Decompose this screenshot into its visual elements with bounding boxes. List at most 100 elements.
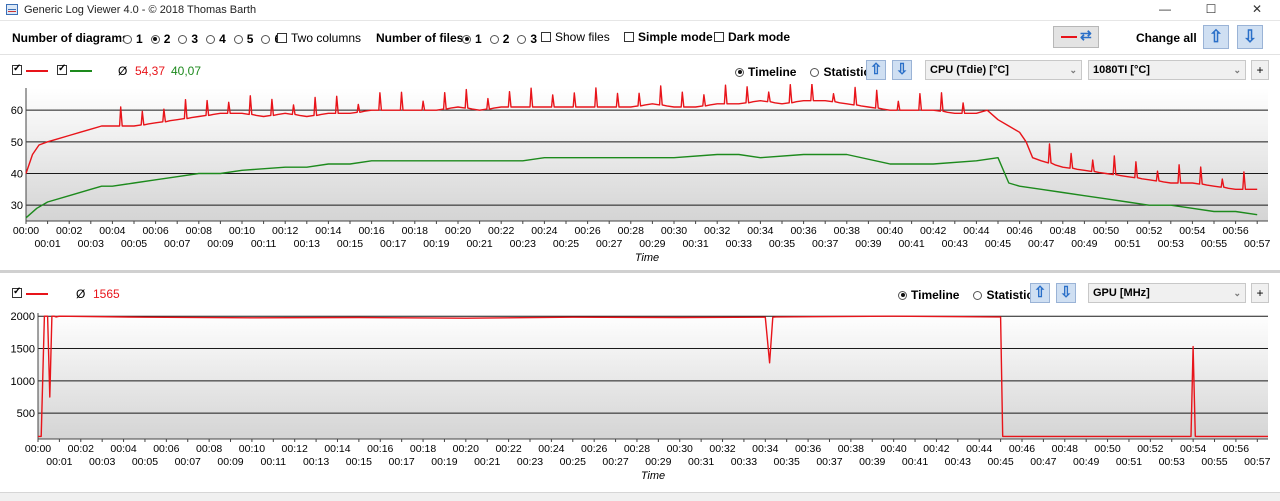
x-tick-label: 00:44: [966, 443, 992, 455]
statistic-radio[interactable]: Statistic: [810, 65, 870, 79]
x-tick-label: 00:28: [618, 225, 644, 237]
diagram-option[interactable]: 1: [123, 32, 143, 46]
x-tick-label: 00:21: [474, 456, 500, 468]
files-label: Number of files: [376, 31, 464, 45]
panel1-down-button[interactable]: ⇩: [892, 60, 912, 80]
x-tick-label: 00:44: [963, 225, 989, 237]
simple-mode-checkbox[interactable]: Simple mode: [624, 30, 713, 44]
gpu-series-checkbox[interactable]: [12, 286, 26, 298]
x-tick-label: 00:12: [272, 225, 298, 237]
y-tick-label: 50: [11, 137, 23, 149]
x-tick-label: 00:06: [153, 443, 179, 455]
series-line-1: [25, 84, 1258, 190]
y-tick-label: 30: [11, 200, 23, 212]
show-files-checkbox[interactable]: Show files: [541, 30, 610, 44]
x-tick-label: 00:01: [46, 456, 72, 468]
x-tick-label: 00:31: [682, 238, 708, 250]
panel1-header: Ø 54,37 40,07 Timeline Statistic ⇧ ⇩ CPU…: [0, 60, 1280, 82]
y-tick-label: 2000: [11, 311, 35, 323]
x-tick-label: 00:36: [795, 443, 821, 455]
x-tick-label: 00:18: [410, 443, 436, 455]
x-tick-label: 00:23: [510, 238, 536, 250]
down-arrow-button[interactable]: ⇩: [1237, 25, 1263, 49]
x-tick-label: 00:17: [380, 238, 406, 250]
x-tick-label: 00:57: [1244, 238, 1270, 250]
plot-area: [38, 313, 1268, 439]
x-tick-label: 00:33: [726, 238, 752, 250]
x-tick-label: 00:19: [423, 238, 449, 250]
gpu-clock-chart[interactable]: 500 1000 1500 2000 00:0000:0100:0200:0300:04…: [0, 307, 1280, 489]
x-tick-label: 00:29: [645, 456, 671, 468]
panel-divider[interactable]: [0, 270, 1280, 273]
x-tick-label: 00:37: [812, 238, 838, 250]
panel1-view-radios: Timeline Statistic: [735, 65, 878, 79]
close-button[interactable]: ✕: [1251, 2, 1263, 16]
x-tick-label: 00:09: [217, 456, 243, 468]
file-option[interactable]: 2: [489, 32, 509, 46]
x-tick-label: 00:49: [1071, 238, 1097, 250]
up-arrow-button[interactable]: ⇧: [1203, 25, 1229, 49]
diagram-option[interactable]: 5: [233, 32, 253, 46]
panel1-up-button[interactable]: ⇧: [866, 60, 886, 80]
two-columns-checkbox[interactable]: Two columns: [277, 31, 361, 45]
x-tick-label: 00:08: [186, 225, 212, 237]
color-line-icon: [1061, 36, 1077, 38]
x-tick-label: 00:14: [324, 443, 350, 455]
panel2-add-button[interactable]: +: [1251, 283, 1269, 303]
x-tick-label: 00:52: [1137, 443, 1163, 455]
panel1-add-button[interactable]: +: [1251, 60, 1269, 80]
x-tick-label: 00:25: [560, 456, 586, 468]
panel1-series1-dropdown[interactable]: CPU (Tdie) [°C] ⌄: [925, 60, 1082, 80]
series1-checkbox[interactable]: [12, 63, 26, 75]
maximize-button[interactable]: ☐: [1205, 2, 1217, 16]
timeline-radio[interactable]: Timeline: [735, 65, 796, 79]
x-tick-label: 00:49: [1073, 456, 1099, 468]
series1-legend-line: [26, 70, 48, 72]
x-tick-label: 00:55: [1201, 456, 1227, 468]
x-tick-label: 00:56: [1223, 443, 1249, 455]
dark-mode-checkbox[interactable]: Dark mode: [714, 30, 790, 44]
diagram-option[interactable]: 4: [206, 32, 226, 46]
x-tick-label: 00:40: [881, 443, 907, 455]
x-tick-label: 00:16: [358, 225, 384, 237]
x-tick-label: 00:31: [688, 456, 714, 468]
file-option[interactable]: 1: [462, 32, 482, 46]
minimize-button[interactable]: —: [1159, 2, 1171, 16]
x-tick-label: 00:21: [466, 238, 492, 250]
x-tick-label: 00:54: [1179, 225, 1205, 237]
timeline-radio[interactable]: Timeline: [898, 288, 959, 302]
series2-legend-line: [70, 70, 92, 72]
x-tick-label: 00:48: [1050, 225, 1076, 237]
file-option[interactable]: 3: [517, 32, 537, 46]
file-count-radios: 1 2 3: [462, 32, 545, 46]
x-tick-label: 00:13: [294, 238, 320, 250]
x-tick-label: 00:39: [855, 238, 881, 250]
x-tick-label: 00:42: [923, 443, 949, 455]
x-tick-label: 00:24: [538, 443, 564, 455]
x-tick-label: 00:27: [602, 456, 628, 468]
x-tick-label: 00:55: [1201, 238, 1227, 250]
statistic-radio[interactable]: Statistic: [973, 288, 1033, 302]
panel2-up-button[interactable]: ⇧: [1030, 283, 1050, 303]
window-title: Generic Log Viewer 4.0 - © 2018 Thomas B…: [24, 4, 257, 16]
x-tick-label: 00:18: [402, 225, 428, 237]
temperature-chart[interactable]: 3040506000:0000:0100:0200:0300:0400:0500…: [0, 84, 1280, 266]
panel2-series-dropdown[interactable]: GPU [MHz] ⌄: [1088, 283, 1246, 303]
panel1-series2-dropdown[interactable]: 1080TI [°C] ⌄: [1088, 60, 1246, 80]
x-tick-label: 00:41: [898, 238, 924, 250]
x-tick-label: 00:47: [1030, 456, 1056, 468]
diagram-option[interactable]: 3: [178, 32, 198, 46]
x-tick-label: 00:46: [1006, 225, 1032, 237]
panel2-down-button[interactable]: ⇩: [1056, 283, 1076, 303]
x-tick-label: 00:22: [488, 225, 514, 237]
x-tick-label: 00:30: [661, 225, 687, 237]
x-tick-label: 00:41: [902, 456, 928, 468]
x-tick-label: 00:27: [596, 238, 622, 250]
diagram-option[interactable]: 2: [150, 32, 170, 46]
x-tick-label: 00:45: [985, 238, 1011, 250]
sync-colors-button[interactable]: ⇄: [1053, 26, 1099, 48]
x-tick-label: 00:51: [1116, 456, 1142, 468]
series2-checkbox[interactable]: [57, 63, 71, 75]
x-tick-label: 00:38: [838, 443, 864, 455]
x-tick-label: 00:52: [1136, 225, 1162, 237]
